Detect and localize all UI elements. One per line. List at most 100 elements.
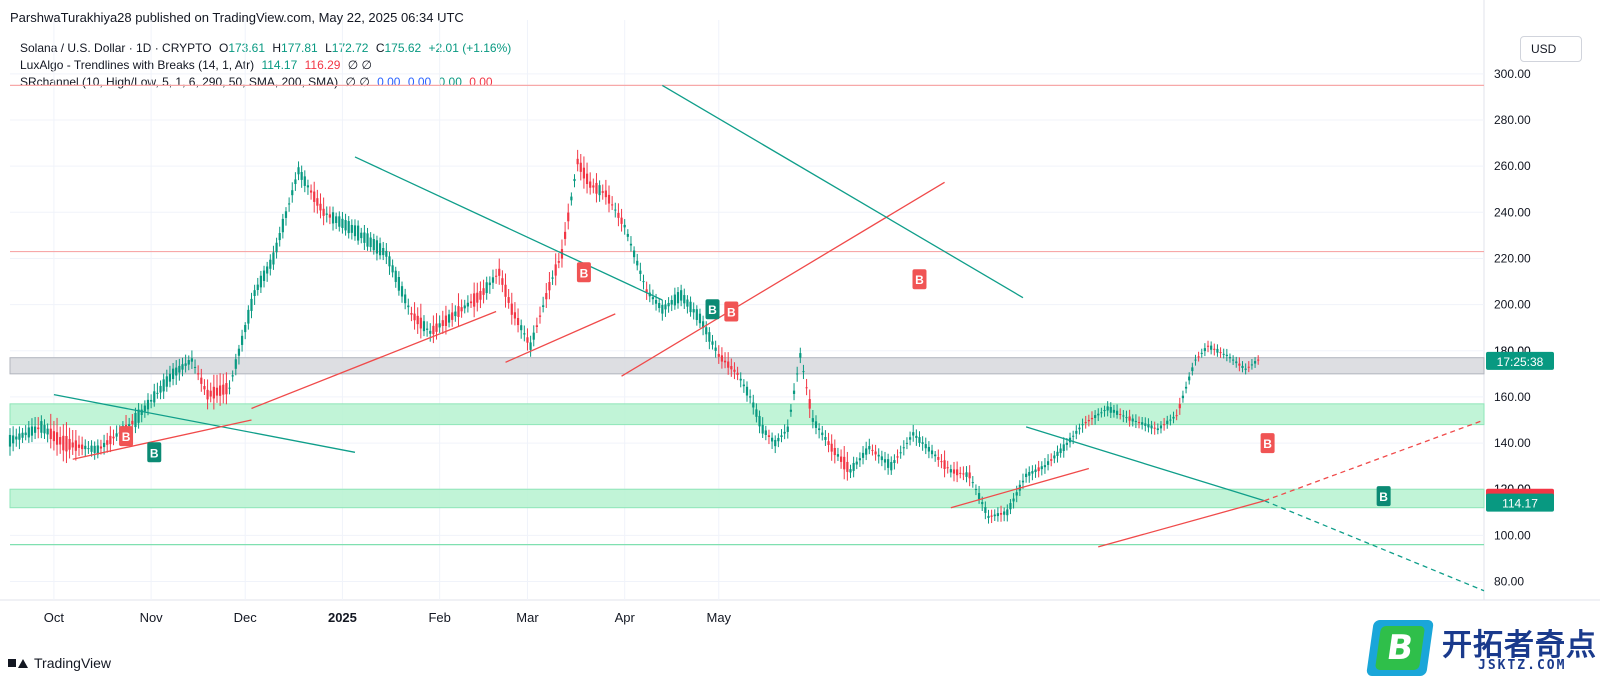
candle-body — [629, 243, 633, 246]
candle-body — [244, 325, 247, 333]
trendlines — [53, 84, 1485, 592]
trendline — [53, 393, 356, 453]
candle-body — [548, 282, 551, 291]
candle-body — [1131, 418, 1134, 422]
candle-body — [1225, 354, 1228, 357]
candle-body — [203, 386, 206, 390]
candle-body — [733, 369, 736, 372]
candle-body — [818, 428, 821, 431]
candle-body — [1087, 419, 1090, 422]
candle-body — [636, 260, 639, 266]
candle-body — [899, 452, 902, 454]
candle-body — [940, 461, 943, 463]
candle-body — [934, 454, 937, 457]
candle-body — [256, 284, 259, 291]
y-tick-label: 240.00 — [1494, 205, 1531, 219]
candle-body — [479, 291, 482, 300]
candle-body — [350, 224, 353, 233]
candle-body — [667, 302, 670, 307]
candle-body — [836, 454, 840, 457]
candle-body — [394, 270, 397, 282]
candle-body — [1178, 404, 1181, 409]
candle-body — [190, 358, 193, 362]
candle-body — [871, 449, 874, 451]
candle-body — [607, 194, 611, 204]
legend-high: 177.81 — [281, 41, 318, 55]
candle-body — [413, 313, 416, 321]
candle-body — [385, 250, 388, 257]
candle-body — [623, 224, 626, 228]
candle-body — [708, 332, 711, 342]
candle-body — [106, 440, 109, 445]
candle-body — [1097, 413, 1100, 416]
trendline — [1025, 426, 1265, 502]
signal-badge — [724, 301, 739, 322]
currency-button[interactable]: USD — [1520, 36, 1582, 62]
candle-body — [284, 211, 288, 218]
candle-body — [890, 462, 893, 471]
candle-body — [457, 306, 460, 317]
candle-body — [297, 167, 300, 175]
candle-body — [542, 305, 545, 307]
candle-body — [81, 444, 84, 450]
candle-body — [620, 217, 623, 224]
y-tick-label: 280.00 — [1494, 113, 1531, 127]
candle-body — [598, 185, 601, 196]
candle-body — [488, 282, 491, 286]
sr-levels — [10, 84, 1484, 546]
candle-body — [1090, 417, 1094, 420]
x-axis: Oct Nov Dec 2025 Feb Mar Apr May — [44, 610, 732, 625]
candle-body — [736, 372, 739, 375]
candle-body — [153, 391, 156, 403]
candle-body — [1078, 427, 1081, 430]
candle-body — [1144, 423, 1147, 426]
candle-body — [774, 439, 777, 447]
legend-indicator-luxalgo[interactable]: LuxAlgo - Trendlines with Breaks (14, 1,… — [20, 57, 515, 74]
candle-body — [215, 387, 219, 396]
candle-body — [611, 204, 614, 206]
candle-body — [40, 421, 43, 433]
candle-body — [1181, 395, 1185, 399]
candle-body — [1015, 492, 1018, 496]
candle-body — [824, 437, 827, 440]
trendline — [505, 313, 616, 363]
sr-zones — [9, 357, 1485, 509]
candle-body — [814, 421, 818, 428]
candle-body — [526, 337, 529, 343]
candle-body — [1184, 386, 1188, 389]
candle-body — [946, 467, 949, 469]
candle-body — [115, 433, 118, 437]
candle-body — [645, 289, 648, 293]
candle-body — [567, 212, 570, 222]
candle-body — [1009, 503, 1012, 510]
candle-body — [689, 301, 692, 313]
legend-symbol-line[interactable]: Solana / U.S. Dollar · 1D · CRYPTO O173.… — [20, 40, 515, 57]
candle-body — [1163, 424, 1166, 426]
legend-high-label: H — [272, 41, 282, 55]
candle-body — [1043, 465, 1047, 468]
candle-body — [175, 367, 178, 376]
x-tick-label: 2025 — [328, 610, 357, 625]
signal-label: B — [915, 273, 924, 287]
candle-body — [1034, 469, 1037, 473]
candle-body — [1094, 415, 1097, 418]
candle-body — [1103, 410, 1106, 412]
candle-body — [24, 432, 27, 436]
candle-body — [949, 469, 952, 473]
candle-body — [1219, 352, 1222, 354]
luxalgo-value-1: 114.17 — [261, 58, 298, 72]
candle-body — [752, 402, 755, 408]
candle-body — [99, 446, 103, 449]
candle-body — [353, 225, 357, 237]
candle-body — [1222, 353, 1225, 355]
candle-body — [601, 191, 604, 193]
candle-body — [585, 173, 589, 185]
price-badge-label: 114.17 — [1502, 497, 1538, 511]
candle-body — [977, 493, 981, 500]
tradingview-logo[interactable]: TradingView — [8, 655, 111, 671]
candle-body — [43, 425, 46, 434]
luxalgo-value-3: ∅ ∅ — [347, 58, 373, 72]
candle-body — [984, 507, 987, 513]
